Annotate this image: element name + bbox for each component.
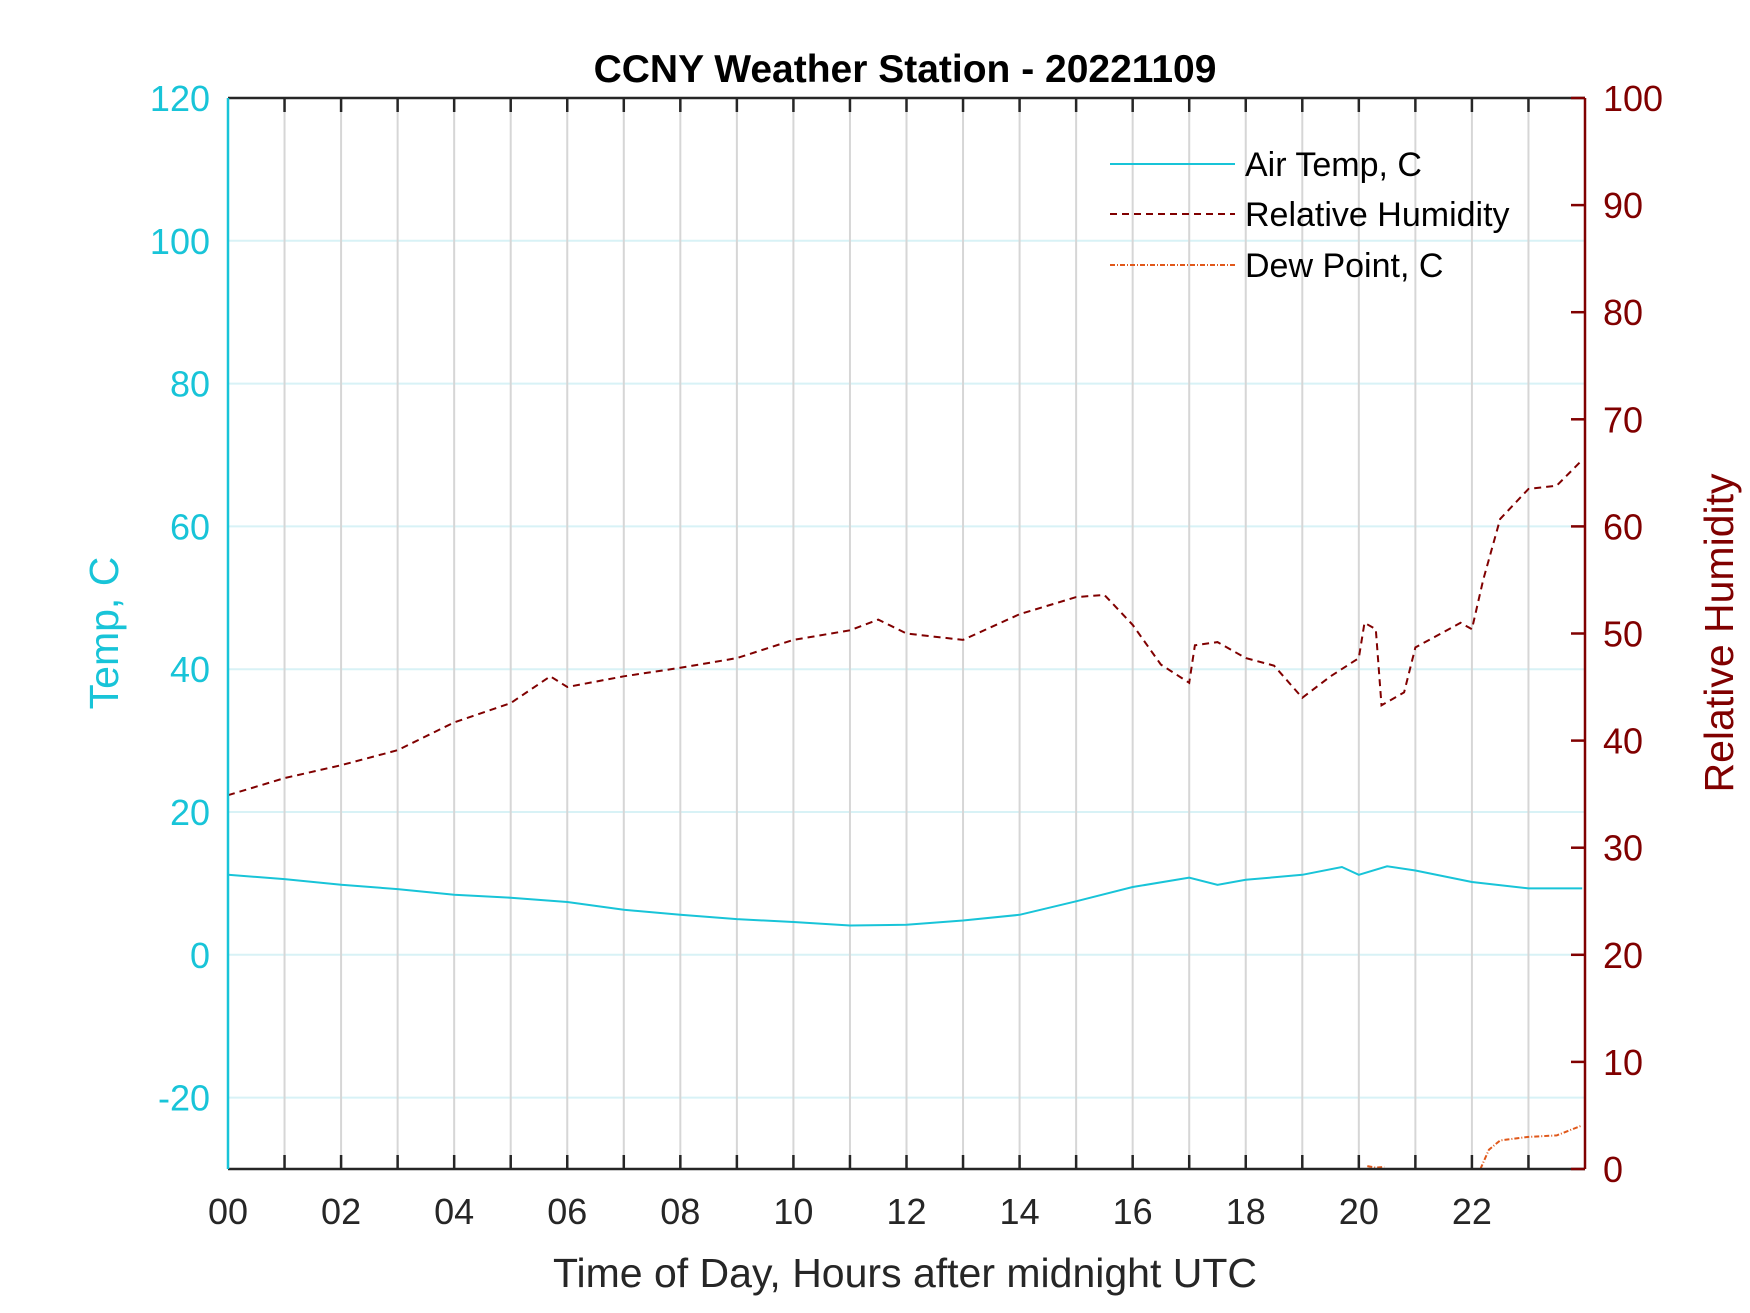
y-right-tick-label: 0 <box>1603 1149 1623 1190</box>
x-tick-label: 06 <box>547 1191 587 1232</box>
grid <box>228 98 1585 1169</box>
x-tick-label: 10 <box>773 1191 813 1232</box>
y-right-tick-label: 20 <box>1603 935 1643 976</box>
y-right-tick-label: 30 <box>1603 828 1643 869</box>
y-right-tick-label: 100 <box>1603 78 1663 119</box>
legend-label: Relative Humidity <box>1245 196 1510 234</box>
x-tick-label: 16 <box>1113 1191 1153 1232</box>
y-left-tick-label: 80 <box>170 364 210 405</box>
x-axis-label: Time of Day, Hours after midnight UTC <box>553 1250 1257 1296</box>
y-right-tick-label: 40 <box>1603 721 1643 762</box>
y-left-tick-label: 120 <box>150 78 210 119</box>
x-tick-label: 12 <box>886 1191 926 1232</box>
y-right-tick-label: 10 <box>1603 1042 1643 1083</box>
legend-label: Air Temp, C <box>1245 146 1422 184</box>
series-line-dew-point-c <box>1367 1124 1583 1170</box>
x-tick-label: 00 <box>208 1191 248 1232</box>
legend: Air Temp, C Relative Humidity Dew Point, C <box>1110 146 1510 285</box>
y-left-tick-label: 0 <box>190 935 210 976</box>
y-right-tick-label: 70 <box>1603 399 1643 440</box>
legend-label: Dew Point, C <box>1245 247 1443 285</box>
y-axis-left-label: Temp, C <box>81 557 127 710</box>
chart-title: CCNY Weather Station - 20221109 <box>594 48 1217 91</box>
y-right-tick-label: 60 <box>1603 506 1643 547</box>
x-tick-label: 18 <box>1226 1191 1266 1232</box>
y-left-tick-label: 60 <box>170 506 210 547</box>
y-right-tick-label: 90 <box>1603 185 1643 226</box>
series-group <box>227 459 1583 1170</box>
x-tick-label: 22 <box>1452 1191 1492 1232</box>
series-line-air-temp-c <box>227 865 1583 927</box>
y-right-tick-label: 50 <box>1603 614 1643 655</box>
x-tick-label: 20 <box>1339 1191 1379 1232</box>
x-tick-label: 02 <box>321 1191 361 1232</box>
y-left-tick-label: 40 <box>170 649 210 690</box>
x-tick-label: 04 <box>434 1191 474 1232</box>
y-left-tick-label: -20 <box>158 1078 210 1119</box>
y-right-tick-label: 80 <box>1603 292 1643 333</box>
x-tick-label: 14 <box>1000 1191 1040 1232</box>
x-tick-label: 08 <box>660 1191 700 1232</box>
y-axis-right-label: Relative Humidity <box>1696 473 1742 792</box>
y-left-tick-label: 100 <box>150 221 210 262</box>
y-left-tick-label: 20 <box>170 792 210 833</box>
axes: 00 02 04 06 08 10 12 14 16 18 20 22-200204060801001… <box>150 78 1663 1232</box>
series-line-relative-humidity <box>227 459 1583 797</box>
